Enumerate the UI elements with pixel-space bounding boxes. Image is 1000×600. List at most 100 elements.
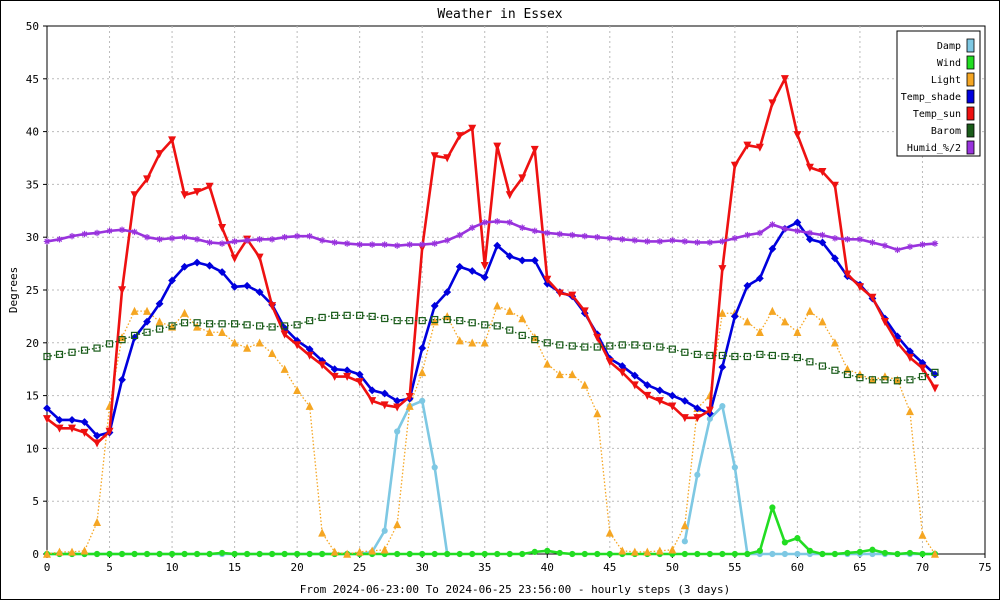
- data-point-temp-shade: [243, 281, 252, 290]
- data-point-temp-sun: [118, 286, 127, 295]
- data-point-damp: [431, 464, 438, 471]
- data-point-temp-sun: [730, 161, 739, 170]
- data-point-barom: [793, 353, 802, 362]
- data-point-temp-shade: [818, 238, 827, 247]
- data-point-temp-sun: [130, 191, 139, 200]
- data-point-temp-shade: [218, 268, 227, 276]
- data-point-temp-shade: [505, 252, 514, 261]
- chart-title: Weather in Essex: [437, 7, 562, 22]
- data-point-temp-shade: [418, 344, 427, 352]
- data-point-wind: [143, 550, 151, 558]
- data-point-humid-2: [243, 237, 251, 244]
- data-point-light: [793, 327, 802, 336]
- data-point-light: [318, 528, 327, 537]
- data-point-wind: [844, 549, 851, 557]
- y-tick-label: 50: [26, 20, 39, 33]
- data-point-humid-2: [744, 231, 751, 239]
- data-point-humid-2: [419, 241, 426, 248]
- x-tick-label: 65: [853, 561, 866, 574]
- data-point-wind: [606, 550, 613, 558]
- data-point-humid-2: [331, 239, 338, 246]
- x-tick-label: 5: [106, 561, 113, 574]
- data-point-temp-sun: [68, 424, 77, 433]
- data-point-humid-2: [156, 236, 163, 243]
- data-point-wind: [131, 550, 138, 558]
- data-point-barom: [856, 374, 864, 382]
- data-point-temp-shade: [730, 312, 739, 321]
- data-point-wind: [794, 535, 801, 542]
- data-point-wind: [244, 550, 251, 558]
- data-point-temp-shade: [493, 241, 502, 250]
- x-tick-label: 35: [478, 561, 491, 574]
- data-point-damp: [794, 550, 801, 558]
- x-tick-label: 75: [978, 561, 991, 574]
- data-point-damp: [681, 538, 688, 545]
- data-point-light: [580, 380, 589, 389]
- data-point-temp-sun: [530, 145, 539, 154]
- data-point-barom: [43, 352, 51, 361]
- data-point-humid-2: [669, 237, 676, 244]
- data-point-wind: [193, 550, 201, 558]
- data-point-barom: [618, 341, 626, 349]
- data-point-barom: [293, 321, 301, 329]
- data-point-barom: [656, 343, 664, 351]
- data-point-temp-sun: [255, 253, 264, 262]
- data-point-temp-sun: [268, 302, 277, 311]
- data-point-light: [543, 359, 552, 368]
- x-tick-label: 0: [44, 561, 51, 574]
- data-point-wind: [306, 550, 313, 558]
- data-point-barom: [406, 317, 414, 325]
- data-point-wind: [594, 550, 601, 558]
- data-point-light: [80, 546, 89, 555]
- data-point-humid-2: [644, 238, 651, 245]
- x-tick-label: 40: [541, 561, 554, 574]
- data-point-damp: [394, 428, 401, 435]
- data-point-light: [743, 317, 752, 326]
- data-point-temp-sun: [793, 131, 802, 140]
- data-point-barom: [180, 319, 189, 327]
- data-point-barom: [818, 362, 827, 370]
- data-point-barom: [768, 351, 776, 360]
- data-point-humid-2: [906, 243, 914, 250]
- data-point-barom: [781, 352, 789, 361]
- data-point-humid-2: [556, 230, 563, 238]
- data-point-humid-2: [444, 237, 451, 244]
- data-point-barom: [931, 368, 939, 376]
- data-point-humid-2: [881, 242, 889, 249]
- data-point-light: [143, 306, 152, 315]
- data-point-humid-2: [343, 240, 351, 247]
- data-point-humid-2: [769, 221, 776, 228]
- data-point-damp: [781, 550, 788, 558]
- data-point-temp-shade: [680, 396, 689, 405]
- data-point-humid-2: [193, 236, 201, 243]
- series-line-light: [46, 305, 936, 555]
- data-point-barom: [756, 350, 764, 359]
- data-point-wind: [256, 550, 263, 558]
- x-tick-label: 70: [916, 561, 929, 574]
- data-point-temp-sun: [143, 175, 152, 184]
- data-point-temp-shade: [80, 418, 89, 426]
- data-point-humid-2: [393, 242, 401, 249]
- data-point-barom: [631, 341, 639, 349]
- data-point-temp-sun: [893, 339, 902, 348]
- data-point-humid-2: [544, 229, 551, 237]
- gridlines: [46, 25, 986, 555]
- y-tick-label: 25: [26, 284, 39, 297]
- data-point-humid-2: [594, 234, 601, 241]
- data-point-humid-2: [181, 234, 188, 241]
- data-point-wind: [431, 550, 438, 558]
- data-point-temp-sun: [580, 307, 589, 316]
- data-point-temp-sun: [380, 401, 389, 410]
- data-point-temp-sun: [768, 99, 777, 108]
- data-point-light: [42, 549, 52, 558]
- data-point-wind: [106, 550, 113, 558]
- y-tick-label: 10: [26, 442, 39, 455]
- data-point-wind: [881, 549, 889, 557]
- legend-swatch-damp: [966, 38, 975, 53]
- series-line-temp-sun: [46, 77, 937, 445]
- data-point-wind: [319, 550, 326, 558]
- series-wind: [43, 504, 939, 558]
- series-humid-2: [43, 218, 939, 254]
- data-point-barom: [68, 348, 76, 356]
- data-point-wind: [756, 547, 763, 554]
